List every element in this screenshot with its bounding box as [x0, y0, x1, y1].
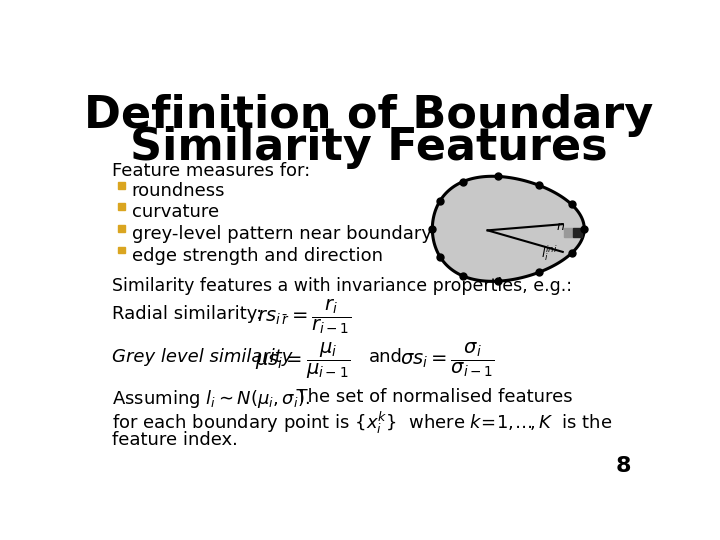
- Text: for each boundary point is $\{x_i^k\}$  where $k\!=\!1,\!\ldots\!,K$  is the: for each boundary point is $\{x_i^k\}$ w…: [112, 410, 612, 436]
- Text: and: and: [369, 348, 403, 366]
- Text: $n$: $n$: [556, 220, 565, 233]
- Bar: [573, 228, 582, 237]
- Text: Similarity features a with invariance properties, e.g.:: Similarity features a with invariance pr…: [112, 276, 572, 294]
- Bar: [118, 225, 125, 232]
- Text: Similarity Features: Similarity Features: [130, 126, 608, 170]
- Text: Grey level similarity: Grey level similarity: [112, 348, 292, 366]
- Text: $rs_{i\,\bar{r}} = \dfrac{r_i}{r_{i-1}}$: $rs_{i\,\bar{r}} = \dfrac{r_i}{r_{i-1}}$: [256, 298, 351, 336]
- Text: Feature measures for:: Feature measures for:: [112, 162, 310, 180]
- Text: Assuming $l_i \sim N(\mu_i,\sigma_i)$.: Assuming $l_i \sim N(\mu_i,\sigma_i)$.: [112, 388, 310, 410]
- Bar: [118, 204, 125, 211]
- Bar: [118, 247, 125, 253]
- Text: Definition of Boundary: Definition of Boundary: [84, 94, 654, 137]
- Text: Radial similarity:: Radial similarity:: [112, 305, 262, 323]
- Polygon shape: [432, 176, 584, 281]
- Text: edge strength and direction: edge strength and direction: [132, 247, 383, 265]
- Text: feature index.: feature index.: [112, 431, 238, 449]
- Text: 8: 8: [616, 456, 631, 476]
- Text: curvature: curvature: [132, 204, 219, 221]
- Text: The set of normalised features: The set of normalised features: [285, 388, 573, 406]
- Text: grey-level pattern near boundary: grey-level pattern near boundary: [132, 225, 432, 243]
- Bar: [564, 228, 573, 237]
- Text: $\mu s_i = \dfrac{\mu_i}{\mu_{i-1}}$: $\mu s_i = \dfrac{\mu_i}{\mu_{i-1}}$: [255, 340, 351, 381]
- Text: roundness: roundness: [132, 182, 225, 200]
- Text: $l_i^{ini}$: $l_i^{ini}$: [541, 244, 558, 263]
- Bar: [118, 182, 125, 189]
- Text: $\sigma s_i = \dfrac{\sigma_i}{\sigma_{i-1}}$: $\sigma s_i = \dfrac{\sigma_i}{\sigma_{i…: [400, 340, 495, 379]
